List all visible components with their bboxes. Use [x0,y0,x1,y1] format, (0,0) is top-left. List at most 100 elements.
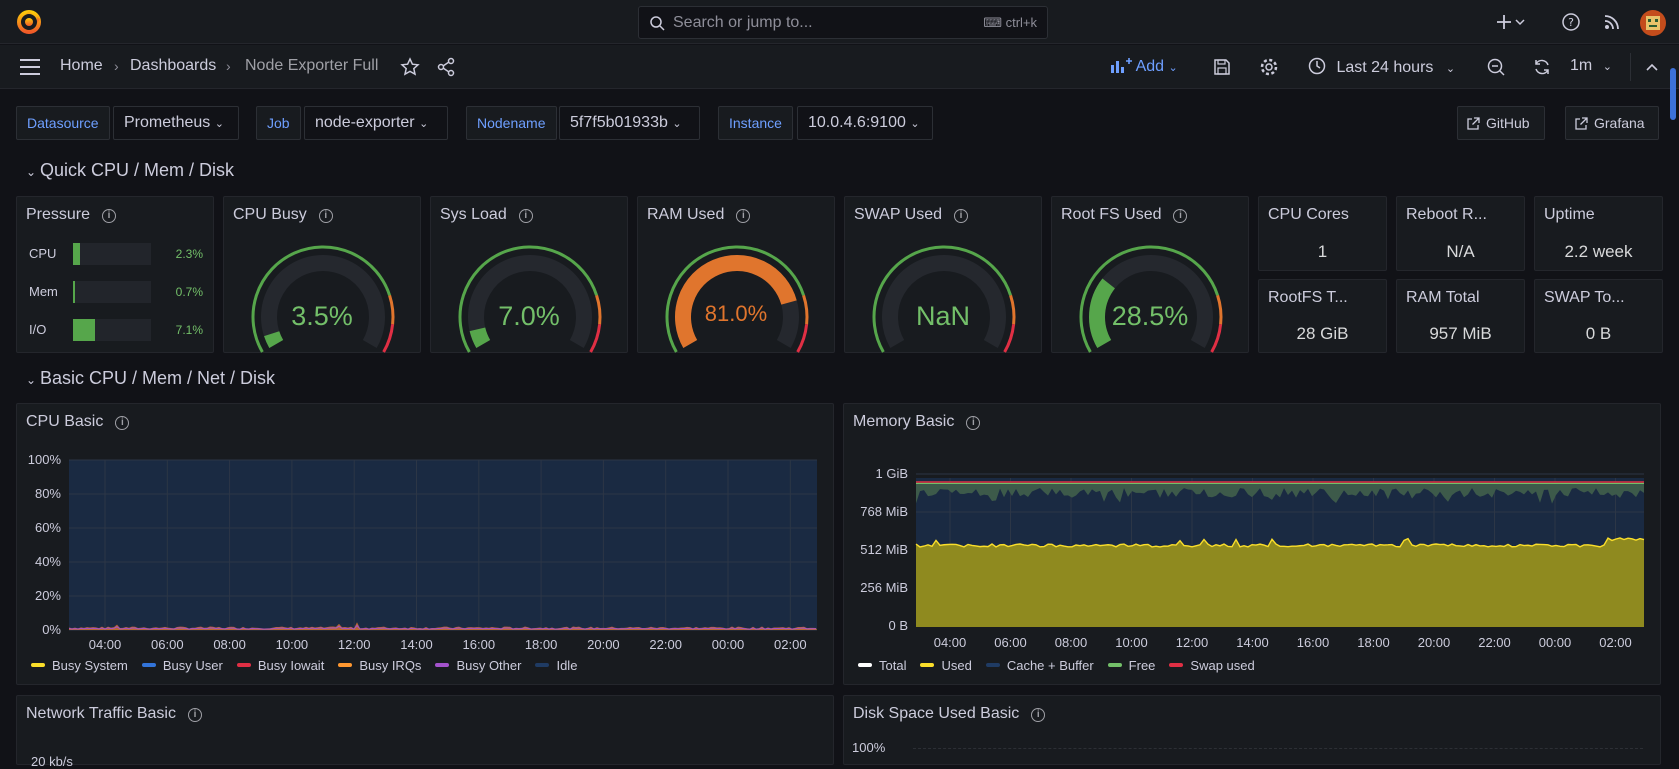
chevron-down-icon[interactable] [1514,12,1526,32]
gauge-fill [264,331,284,348]
info-icon[interactable]: i [1173,209,1188,223]
gauge-track [468,255,592,348]
gauge-fill [675,255,797,348]
x-axis-tick: 08:00 [213,637,246,652]
grid-line [913,748,1643,749]
gauge-threshold-green [872,245,1012,353]
time-range-picker[interactable]: Last 24 hours ⌄ [1308,57,1455,77]
settings-icon[interactable] [1259,57,1279,77]
scrollbar[interactable] [1670,68,1676,120]
legend-item[interactable]: Total [858,658,906,673]
network-traffic-basic-panel: Network Traffic Basic i 20 kb/s [16,695,834,769]
x-axis-tick: 18:00 [525,637,558,652]
grafana-logo-icon[interactable] [16,9,42,35]
y-axis-tick: 100% [28,452,62,467]
legend-item[interactable]: Busy User [141,658,223,673]
rootfs-total-panel: RootFS T... 28 GiB [1258,279,1387,353]
chevron-down-icon: ⌄ [1445,63,1456,75]
y-axis-tick: 0% [42,622,61,637]
breadcrumb-home[interactable]: Home [60,57,103,74]
info-icon[interactable]: i [736,209,751,223]
legend-item[interactable]: Idle [535,658,577,673]
pressure-bar-fill [73,319,96,341]
share-icon[interactable] [436,57,456,77]
y-axis-tick: 1 GiB [875,466,908,481]
info-icon[interactable]: i [187,708,202,722]
gauge-threshold-orange [1216,294,1223,325]
pressure-label: I/O [29,322,47,337]
info-icon[interactable]: i [115,416,130,430]
add-button[interactable]: Add ⌄ [1110,57,1178,77]
legend-item[interactable]: Busy System [31,658,128,673]
y-axis-tick: 0 B [888,618,908,633]
legend-item[interactable]: Swap used [1169,658,1255,673]
panel-title: Uptime [1544,206,1595,223]
variable-select-instance[interactable]: 10.0.4.6:9100 ⌄ [797,106,933,140]
panel-title: Sys Load i [440,206,533,224]
gauge-threshold-orange [1009,294,1016,325]
search-input[interactable]: Search or jump to... ⌨ ctrl+k [638,6,1048,39]
star-icon[interactable] [400,57,420,77]
help-icon[interactable]: ? [1561,12,1581,32]
zoom-out-icon[interactable] [1486,57,1506,77]
legend-item[interactable]: Busy Iowait [236,658,324,673]
save-icon[interactable] [1212,57,1232,77]
memory-basic-chart[interactable]: 1 GiB 768 MiB 512 MiB 256 MiB 0 B 04:00 06:00 0… [844,444,1660,654]
reboot-required-panel: Reboot R... N/A [1396,196,1525,271]
panel-title: CPU Busy i [233,206,333,224]
legend-swatch [1107,663,1122,667]
root-fs-used-panel: Root FS Used i 28.5% [1051,196,1249,353]
legend-item[interactable]: Free [1107,658,1155,673]
legend-item[interactable]: Used [920,658,972,673]
y-axis-tick: 80% [35,486,61,501]
cpu-basic-chart[interactable]: 100% 80% 60% 40% 20% 0% 04:00 06:00 08:00 10:00 12… [17,444,833,654]
add-button-label: Add [1135,58,1165,75]
x-axis-tick: 04:00 [89,637,122,652]
info-icon[interactable]: i [518,209,533,223]
legend-item[interactable]: Cache + Buffer [985,658,1094,673]
grafana-link-button[interactable]: Grafana [1565,106,1659,140]
refresh-interval-picker[interactable]: 1m ⌄ [1570,57,1612,75]
breadcrumb-current: Node Exporter Full [245,57,379,74]
pressure-bar-fill [73,243,81,265]
news-icon[interactable] [1602,12,1622,32]
menu-icon[interactable] [19,57,41,77]
pressure-value: 0.7% [175,285,203,299]
pressure-value: 2.3% [175,247,203,261]
info-icon[interactable]: i [102,209,117,223]
x-axis-tick: 14:00 [1236,635,1269,650]
gauge-fill [469,327,491,348]
legend-swatch [985,663,1000,667]
info-icon[interactable]: i [954,209,969,223]
breadcrumb-dashboards[interactable]: Dashboards [130,57,217,74]
info-icon[interactable]: i [966,416,981,430]
row-header-quick[interactable]: ⌄ Quick CPU / Mem / Disk [26,160,234,181]
github-link-button[interactable]: GitHub [1457,106,1545,140]
avatar[interactable] [1640,10,1666,36]
plus-icon[interactable] [1494,12,1514,32]
sys-load-panel: Sys Load i 7.0% [430,196,628,353]
legend-item[interactable]: Busy Other [435,658,521,673]
chevron-down-icon: ⌄ [26,165,37,179]
gauge-threshold-orange [388,294,395,325]
gauge-value: 7.0% [498,301,560,331]
info-icon[interactable]: i [318,209,333,223]
swap-total-panel: SWAP To... 0 B [1534,279,1663,353]
disk-space-used-basic-panel: Disk Space Used Basic i 100% [843,695,1661,765]
x-axis-tick: 14:00 [400,637,433,652]
variable-select-job[interactable]: node-exporter ⌄ [304,106,448,140]
gauge-fill [1089,278,1116,348]
uptime-panel: Uptime 2.2 week [1534,196,1663,271]
variable-select-datasource[interactable]: Prometheus ⌄ [113,106,239,140]
search-shortcut: ⌨ ctrl+k [983,15,1037,30]
chevron-up-icon[interactable] [1644,59,1660,75]
variable-select-nodename[interactable]: 5f7f5b01933b ⌄ [559,106,700,140]
refresh-icon[interactable] [1532,57,1552,77]
gauge-value: NaN [915,301,970,331]
row-header-basic[interactable]: ⌄ Basic CPU / Mem / Net / Disk [26,368,275,389]
legend-swatch [1169,663,1184,667]
info-icon[interactable]: i [1031,708,1046,722]
legend-item[interactable]: Busy IRQs [338,658,421,673]
gauge-threshold-green [1079,245,1219,353]
gauge-threshold-green [458,245,598,353]
